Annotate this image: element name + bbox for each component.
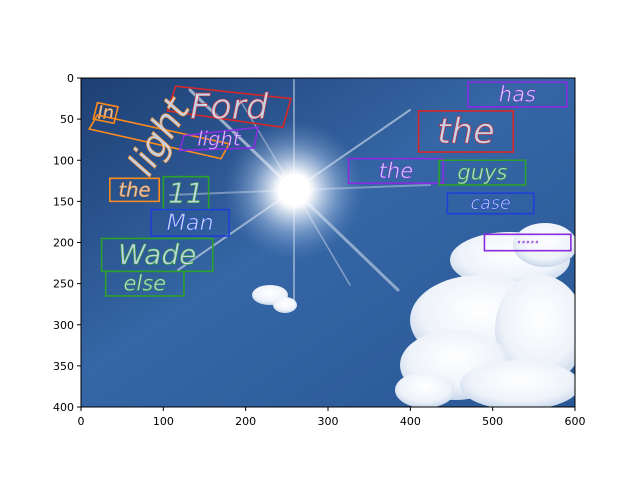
word-bounding-box [446,192,535,215]
word-annotation: guys [438,159,527,186]
y-tick-label: 150 [53,195,74,208]
word-text: Wade [118,238,196,271]
y-tick-label: 400 [53,401,74,414]
word-bounding-box [92,101,120,125]
x-tick-label: 100 [153,415,174,428]
x-tick-label: 200 [235,415,256,428]
word-text: 11 [168,176,204,209]
word-annotation: 11 [162,175,210,211]
word-text: else [123,272,166,296]
word-text: the [379,159,413,183]
word-bounding-box [483,233,572,252]
y-tick-label: 50 [60,113,74,126]
y-tick-label: 0 [67,72,74,85]
word-bounding-box [87,114,231,160]
word-text: has [499,82,536,106]
word-annotation: In [92,101,120,125]
sun-core [278,174,310,206]
word-text: the [118,178,150,201]
word-text: case [470,194,510,214]
word-annotation: light [178,126,260,152]
word-text: the [437,112,494,152]
word-bounding-box [109,177,161,203]
word-text: In [98,104,114,124]
word-annotation: ····· [483,233,572,252]
word-bounding-box [438,159,527,186]
word-bounding-box [347,157,445,185]
word-bounding-box [417,110,515,153]
word-annotation: has [467,81,568,108]
word-text: Man [166,210,213,236]
word-annotation: Man [150,208,230,237]
y-tick-label: 200 [53,237,74,250]
y-tick-label: 250 [53,278,74,291]
x-tick-label: 0 [78,415,85,428]
word-annotation: the [417,110,515,153]
word-text: Ford [190,87,269,127]
x-axis: 0 100 200 300 400 500 600 [78,407,586,428]
word-bounding-box [104,270,185,297]
word-annotation: Ford [166,85,292,129]
y-tick-label: 300 [53,319,74,332]
x-tick-label: 400 [400,415,421,428]
word-text: ····· [517,235,539,251]
word-bounding-box [467,81,568,108]
word-annotation: case [446,192,535,215]
x-tick-label: 600 [565,415,586,428]
y-axis: 0 50 100 150 200 250 300 350 400 [53,72,81,414]
y-tick-label: 350 [53,360,74,373]
word-annotation: the [347,157,445,185]
word-bounding-box [166,85,292,129]
word-annotation: the [109,177,161,203]
word-annotation: else [104,270,185,297]
word-text: light [197,127,242,150]
word-bounding-box [150,208,230,237]
x-tick-label: 500 [482,415,503,428]
y-tick-label: 100 [53,154,74,167]
clouds [252,223,575,407]
word-bounding-box [100,237,214,273]
word-annotation: Wade [100,237,214,273]
word-text: guys [457,161,507,185]
word-bounding-box [178,126,260,152]
x-tick-label: 300 [318,415,339,428]
